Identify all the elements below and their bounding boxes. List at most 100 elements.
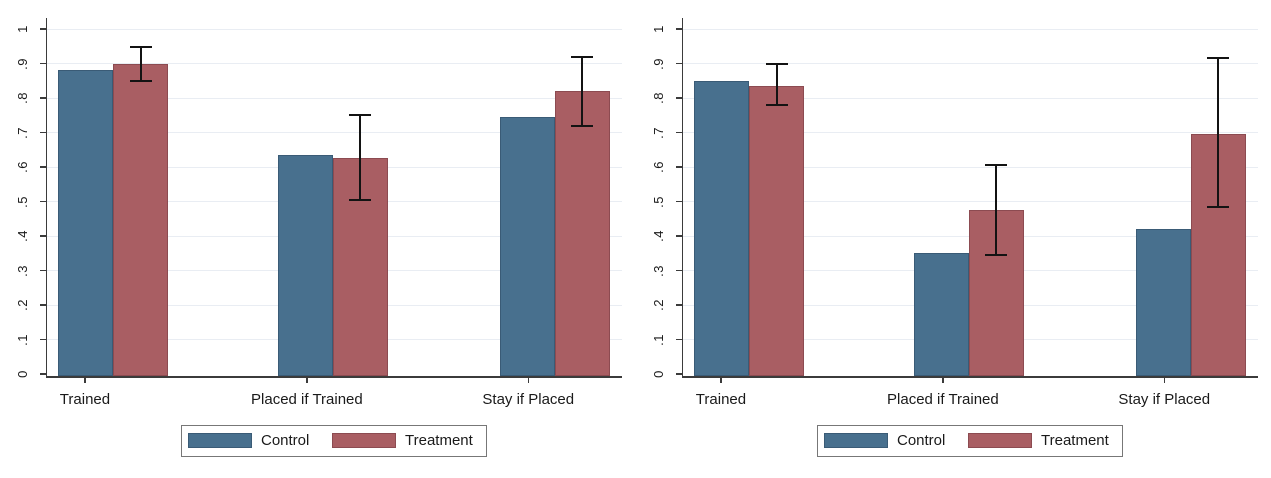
bar-control xyxy=(277,154,333,376)
error-bar-cap-bottom xyxy=(349,198,372,201)
y-tick xyxy=(39,200,46,203)
y-tick xyxy=(675,97,682,99)
y-tick-label: .3 xyxy=(650,264,666,277)
y-tick xyxy=(675,62,682,65)
gridline xyxy=(47,63,622,64)
bar-control xyxy=(694,80,750,376)
y-tick-label: .9 xyxy=(14,57,30,70)
y-tick-label: .9 xyxy=(650,57,666,70)
y-axis-line xyxy=(45,18,47,378)
y-tick xyxy=(675,131,682,134)
error-bar-cap-top xyxy=(571,55,594,58)
y-tick xyxy=(675,166,682,168)
error-bar-line xyxy=(775,63,778,105)
y-tick-label: .6 xyxy=(14,161,30,173)
legend-swatch-control xyxy=(824,433,888,448)
y-tick-label: .1 xyxy=(650,333,666,346)
y-tick xyxy=(39,373,46,375)
y-tick-label: .2 xyxy=(14,299,30,311)
y-tick xyxy=(39,28,46,30)
y-tick xyxy=(675,28,682,30)
gridline xyxy=(47,97,622,99)
y-tick-label: .7 xyxy=(650,126,666,139)
error-bar-line xyxy=(1217,58,1220,207)
y-tick-label: .5 xyxy=(650,195,666,208)
legend-swatch-control xyxy=(188,433,252,448)
y-tick-label: .8 xyxy=(14,92,30,104)
y-tick xyxy=(39,166,46,168)
y-tick-label: 0 xyxy=(650,370,666,378)
error-bar-cap-bottom xyxy=(1207,205,1230,208)
y-tick xyxy=(39,97,46,99)
y-tick xyxy=(675,235,682,237)
y-tick-label: .4 xyxy=(14,230,30,242)
error-bar-line xyxy=(581,56,584,126)
y-tick xyxy=(675,200,682,203)
legend-label-control: Control xyxy=(261,432,310,449)
y-tick-label: .1 xyxy=(14,333,30,346)
y-tick-label: 1 xyxy=(650,25,666,33)
x-tick xyxy=(306,377,308,383)
gridline xyxy=(683,201,1258,202)
x-tick xyxy=(527,377,530,383)
error-bar-cap-top xyxy=(985,164,1008,167)
legend: Control Treatment xyxy=(181,425,487,457)
gridline xyxy=(683,63,1258,64)
category-label: Stay if Placed xyxy=(482,391,575,408)
bar-treatment xyxy=(554,91,610,376)
bar-control xyxy=(1135,229,1191,376)
x-tick xyxy=(942,377,944,383)
error-bar-cap-bottom xyxy=(765,103,788,106)
legend-swatch-treatment xyxy=(332,433,396,448)
category-label: Trained xyxy=(59,391,111,408)
error-bar-line xyxy=(359,115,362,200)
y-tick xyxy=(675,373,682,375)
error-bar-cap-bottom xyxy=(571,124,594,127)
bar-treatment xyxy=(113,63,169,376)
y-tick xyxy=(39,235,46,237)
x-tick xyxy=(84,377,86,383)
gridline xyxy=(683,28,1258,30)
y-tick-label: .7 xyxy=(14,126,30,139)
category-label: Placed if Trained xyxy=(251,391,363,408)
error-bar-line xyxy=(139,47,142,82)
error-bar-cap-bottom xyxy=(129,80,152,83)
x-axis-line xyxy=(45,376,622,378)
y-tick-label: .2 xyxy=(650,299,666,311)
category-label: Trained xyxy=(695,391,747,408)
error-bar-cap-top xyxy=(1207,57,1230,60)
gridline xyxy=(683,166,1258,168)
y-tick xyxy=(675,338,682,341)
error-bar-cap-bottom xyxy=(985,253,1008,256)
legend-label-control: Control xyxy=(897,432,946,449)
y-tick xyxy=(675,269,682,272)
gridline xyxy=(47,132,622,133)
error-bar-cap-top xyxy=(765,62,788,65)
bar-treatment xyxy=(749,85,805,376)
bar-chart-left: 0 .1 .2 .3 .4 .5 .6 .7 .8 .9 1 Trained Placed if Tra… xyxy=(0,0,635,478)
category-label: Placed if Trained xyxy=(887,391,999,408)
y-tick xyxy=(39,62,46,65)
legend: Control Treatment xyxy=(817,425,1123,457)
legend-label-treatment: Treatment xyxy=(1041,432,1109,449)
bar-control xyxy=(499,116,555,376)
y-tick xyxy=(675,304,682,306)
y-tick-label: .4 xyxy=(650,230,666,242)
y-tick-label: .3 xyxy=(14,264,30,277)
bar-chart-right: 0 .1 .2 .3 .4 .5 .6 .7 .8 .9 1 Trained Placed if Tra… xyxy=(636,0,1271,478)
y-axis-line xyxy=(681,18,683,378)
y-tick xyxy=(39,304,46,306)
error-bar-cap-top xyxy=(129,46,152,49)
x-axis-line xyxy=(681,376,1258,378)
error-bar-cap-top xyxy=(349,114,372,117)
y-tick-label: .8 xyxy=(650,92,666,104)
y-tick-label: .5 xyxy=(14,195,30,208)
gridline xyxy=(683,132,1258,133)
error-bar-line xyxy=(995,165,998,255)
y-tick xyxy=(39,269,46,272)
bar-control xyxy=(58,70,114,376)
gridline xyxy=(683,97,1258,99)
x-tick xyxy=(1163,377,1166,383)
y-tick xyxy=(39,338,46,341)
y-tick-label: 0 xyxy=(14,370,30,378)
